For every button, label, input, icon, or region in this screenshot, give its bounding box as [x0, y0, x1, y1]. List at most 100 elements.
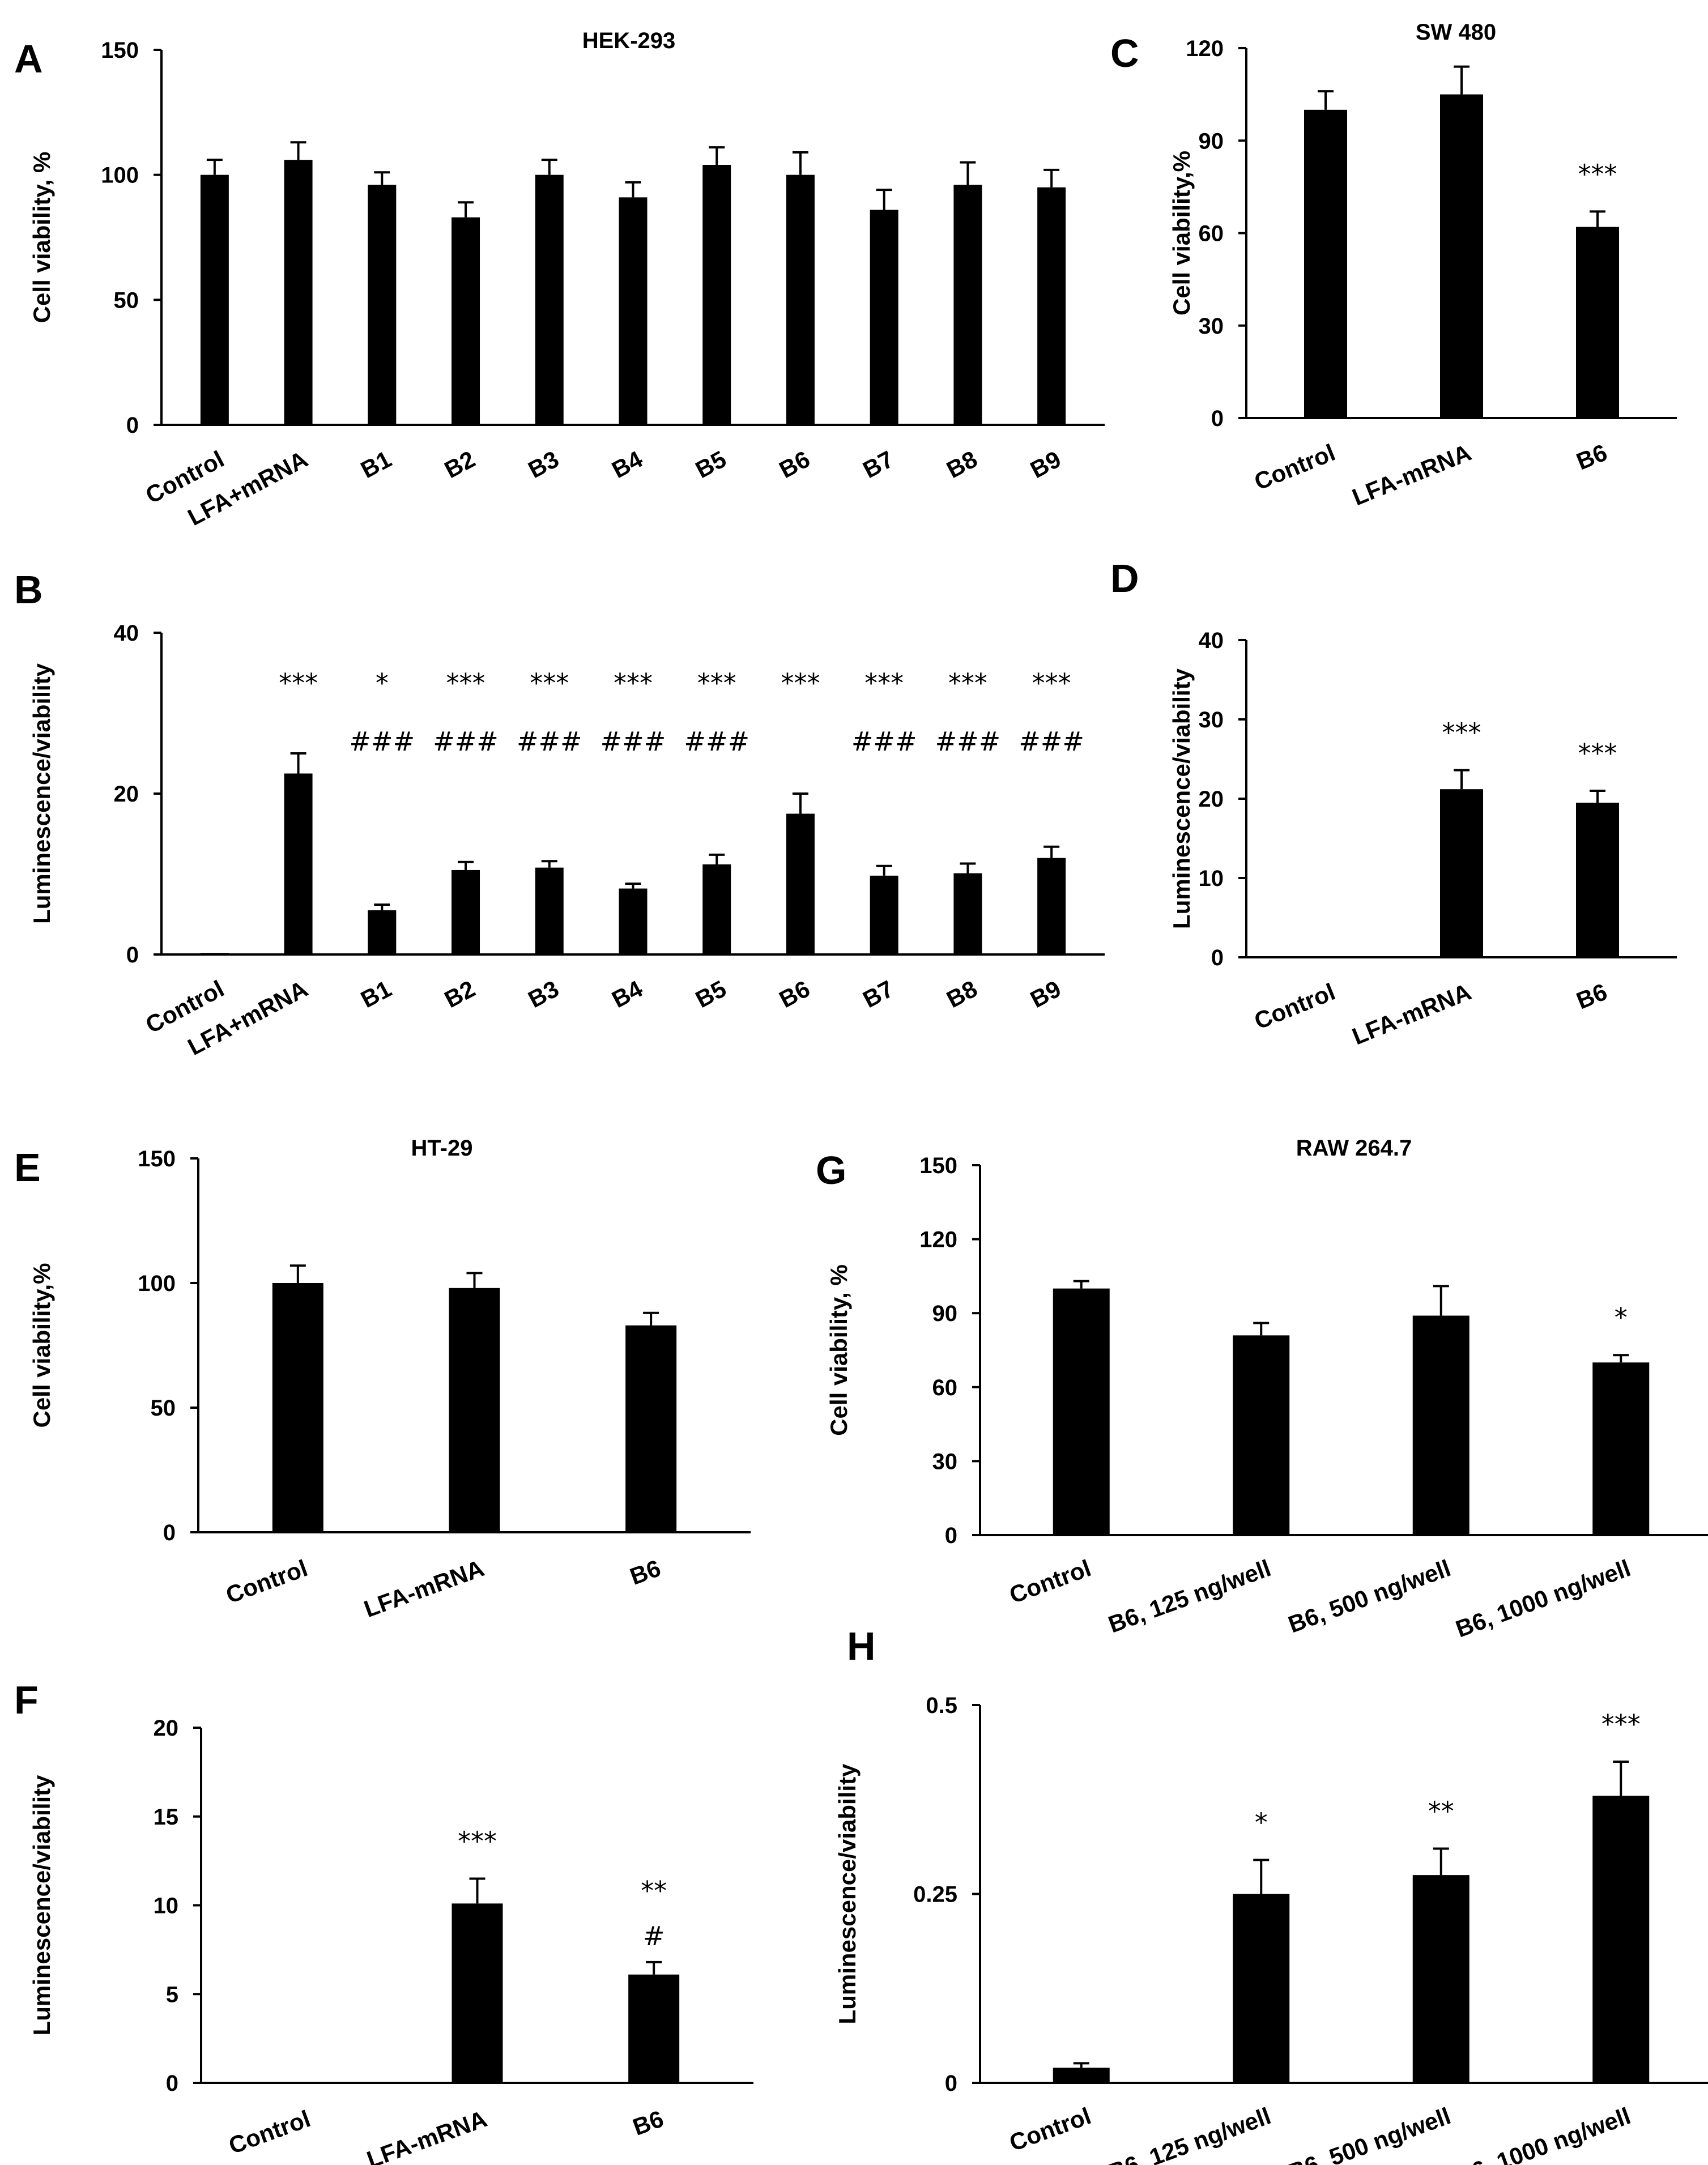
- bar-b: [786, 813, 815, 954]
- significance-star-b: ***: [446, 668, 485, 698]
- y-tick-label-g: 60: [932, 1375, 958, 1400]
- y-tick-label-d: 10: [1199, 866, 1224, 891]
- significance-star-d: ***: [1442, 718, 1481, 748]
- y-tick-label-d: 40: [1199, 628, 1224, 653]
- y-tick-label-f: 10: [154, 1894, 179, 1919]
- y-axis-label-b: Luminescence/viability: [28, 663, 55, 923]
- y-tick-label-e: 150: [138, 1147, 176, 1171]
- bar-a: [953, 185, 982, 425]
- panel-label-d: D: [1110, 556, 1139, 600]
- category-label-f: LFA-mRNA: [363, 2105, 490, 2165]
- bar-e: [625, 1325, 677, 1532]
- category-label-h: B6, 125 ng/well: [1105, 2102, 1274, 2165]
- y-axis-label-e: Cell viability,%: [28, 1263, 55, 1428]
- category-label-e: Control: [223, 1554, 311, 1608]
- y-tick-label-b: 20: [114, 782, 139, 807]
- category-label-b: B3: [524, 975, 563, 1013]
- category-label-b: B6: [775, 975, 814, 1013]
- y-tick-label-a: 150: [101, 38, 139, 63]
- significance-star-b: ***: [864, 668, 904, 698]
- category-label-a: B5: [691, 445, 730, 483]
- bar-a: [1037, 187, 1066, 425]
- category-label-h: Control: [1006, 2102, 1094, 2156]
- bar-a: [284, 160, 313, 425]
- bar-a: [452, 217, 480, 425]
- bar-b: [953, 873, 982, 954]
- y-tick-label-e: 0: [163, 1520, 176, 1545]
- y-tick-label-c: 30: [1199, 314, 1224, 339]
- category-label-e: B6: [627, 1554, 665, 1590]
- bar-b: [870, 875, 898, 954]
- bar-c: [1576, 227, 1619, 418]
- y-tick-label-d: 0: [1211, 945, 1224, 970]
- y-tick-label-c: 120: [1186, 36, 1224, 61]
- bar-a: [702, 165, 731, 425]
- panel-label-b: B: [14, 568, 43, 612]
- category-label-g: B6, 125 ng/well: [1105, 1554, 1274, 1638]
- bar-g: [1053, 1288, 1110, 1535]
- category-label-a: B2: [440, 445, 479, 483]
- significance-star-b: ***: [948, 668, 987, 698]
- bar-a: [870, 210, 898, 425]
- panel-label-e: E: [14, 1145, 41, 1190]
- significance-hash-b: ###: [349, 726, 415, 757]
- y-tick-label-b: 40: [114, 621, 139, 646]
- bar-c: [1304, 109, 1347, 419]
- significance-star-g: *: [1615, 1302, 1628, 1333]
- bar-a: [200, 174, 229, 425]
- bar-d: [1576, 803, 1619, 957]
- panel-label-g: G: [816, 1148, 846, 1192]
- category-label-e: LFA-mRNA: [360, 1554, 487, 1622]
- category-label-a: B6: [775, 445, 814, 483]
- significance-hash-b: ###: [851, 726, 917, 757]
- significance-hash-b: ###: [1019, 726, 1084, 757]
- category-label-h: B6, 500 ng/well: [1285, 2102, 1454, 2165]
- category-label-b: B7: [858, 975, 897, 1013]
- y-tick-label-c: 0: [1211, 406, 1224, 431]
- bar-h: [1412, 1875, 1470, 2083]
- category-label-d: Control: [1250, 978, 1339, 1035]
- significance-star-b: ***: [279, 668, 318, 698]
- panel-label-h: H: [847, 1624, 876, 1668]
- significance-hash-b: ###: [684, 726, 749, 757]
- category-label-a: B1: [356, 445, 395, 483]
- category-label-c: Control: [1250, 439, 1339, 496]
- significance-star-c: ***: [1578, 159, 1617, 189]
- y-tick-label-e: 100: [138, 1271, 176, 1296]
- y-tick-label-b: 0: [126, 943, 139, 968]
- y-tick-label-h: 0: [945, 2071, 957, 2096]
- y-tick-label-g: 30: [932, 1449, 958, 1474]
- bar-d: [1440, 789, 1483, 957]
- category-label-g: B6, 1000 ng/well: [1452, 1554, 1634, 1642]
- bar-h: [1233, 1894, 1290, 2083]
- panel-label-f: F: [14, 1678, 39, 1722]
- bar-a: [535, 174, 564, 425]
- bar-b: [284, 773, 313, 954]
- panel-label-c: C: [1110, 31, 1139, 75]
- significance-hash-b: ###: [600, 726, 666, 757]
- significance-star-h: **: [1428, 1796, 1454, 1826]
- significance-star-b: ***: [1032, 668, 1071, 698]
- significance-star-f: ***: [458, 1826, 497, 1856]
- chart-title-a: HEK-293: [582, 28, 676, 53]
- y-tick-label-h: 0.5: [926, 1693, 957, 1718]
- category-label-b: B8: [942, 975, 981, 1013]
- y-tick-label-c: 90: [1199, 129, 1224, 154]
- y-tick-label-f: 5: [166, 1982, 178, 2007]
- bar-b: [368, 910, 397, 954]
- bar-a: [786, 174, 815, 425]
- category-label-b: B2: [440, 975, 479, 1013]
- bar-a: [619, 197, 648, 425]
- y-axis-label-d: Luminescence/viability: [1168, 668, 1195, 928]
- significance-hash-b: ###: [433, 726, 499, 757]
- y-tick-label-d: 30: [1199, 708, 1224, 732]
- significance-star-b: *: [376, 668, 389, 698]
- bar-e: [449, 1288, 500, 1532]
- significance-star-f: **: [641, 1876, 667, 1906]
- bar-g: [1592, 1362, 1650, 1535]
- y-tick-label-e: 50: [151, 1396, 176, 1421]
- chart-title-e: HT-29: [411, 1136, 473, 1161]
- bar-b: [1037, 858, 1066, 954]
